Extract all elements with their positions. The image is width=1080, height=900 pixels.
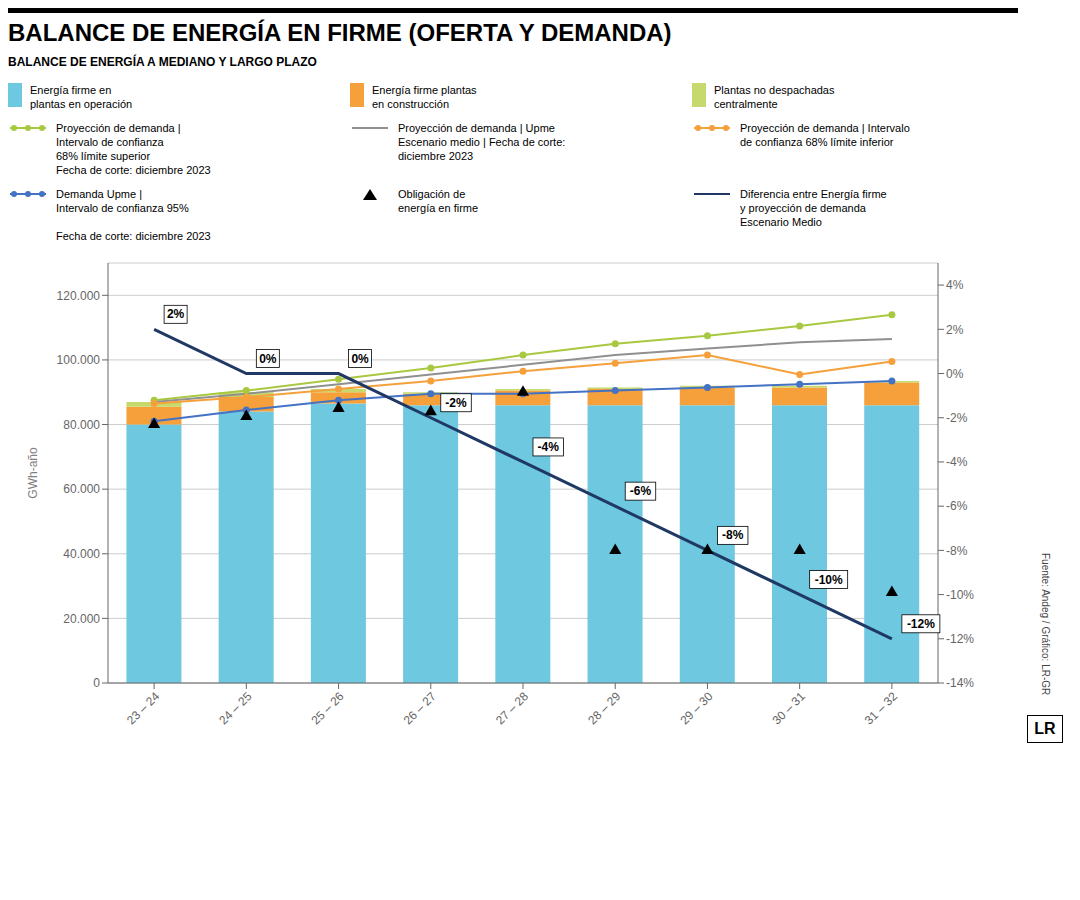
svg-text:GWh-año: GWh-año <box>26 447 40 499</box>
svg-text:-2%: -2% <box>445 396 467 410</box>
svg-text:100.000: 100.000 <box>57 353 101 367</box>
html-text:LR: LR <box>1034 720 1056 737</box>
svg-text:28 – 29: 28 – 29 <box>585 689 623 727</box>
svg-text:26 – 27: 26 – 27 <box>401 689 439 727</box>
svg-text:120.000: 120.000 <box>57 289 101 303</box>
html-text:Diferencia entre Energía firme: Diferencia entre Energía firme y proyecc… <box>740 188 887 228</box>
svg-text:40.000: 40.000 <box>63 547 100 561</box>
svg-text:0%: 0% <box>946 367 964 381</box>
svg-text:27 – 28: 27 – 28 <box>493 689 531 727</box>
svg-text:0%: 0% <box>351 352 369 366</box>
html-text:Energía firme en plantas en op: Energía firme en plantas en operación <box>30 84 133 110</box>
svg-text:20.000: 20.000 <box>63 612 100 626</box>
html-text:BALANCE DE ENERGÍA A MEDIANO Y: BALANCE DE ENERGÍA A MEDIANO Y LARGO PLA… <box>8 55 317 69</box>
html-text:Obligación de energía en firme: Obligación de energía en firme <box>398 188 479 214</box>
svg-text:-4%: -4% <box>538 440 560 454</box>
html-text:Demanda Upme | Intervalo de co: Demanda Upme | Intervalo de confianza 95… <box>56 188 211 242</box>
svg-text:4%: 4% <box>946 278 964 292</box>
html-text:Proyección de demanda | Interv: Proyección de demanda | Intervalo de con… <box>56 122 211 176</box>
svg-text:30 – 31: 30 – 31 <box>770 689 808 727</box>
svg-text:-4%: -4% <box>946 455 968 469</box>
svg-text:-12%: -12% <box>907 617 935 631</box>
svg-text:80.000: 80.000 <box>63 418 100 432</box>
svg-text:23 – 24: 23 – 24 <box>124 689 162 727</box>
svg-text:-10%: -10% <box>815 573 843 587</box>
html-text:Plantas no despachadas central: Plantas no despachadas centralmente <box>714 84 835 110</box>
svg-text:0%: 0% <box>259 352 277 366</box>
svg-text:31 – 32: 31 – 32 <box>862 689 900 727</box>
html-text:BALANCE DE ENERGÍA EN FIRME (O: BALANCE DE ENERGÍA EN FIRME (OFERTA Y DE… <box>8 19 672 46</box>
svg-text:-8%: -8% <box>946 544 968 558</box>
svg-text:-6%: -6% <box>946 499 968 513</box>
svg-text:25 – 26: 25 – 26 <box>308 689 346 727</box>
svg-text:-6%: -6% <box>630 484 652 498</box>
svg-text:2%: 2% <box>167 307 185 321</box>
svg-text:2%: 2% <box>946 323 964 337</box>
svg-text:-8%: -8% <box>722 528 744 542</box>
svg-text:-12%: -12% <box>946 632 974 646</box>
svg-text:-14%: -14% <box>946 676 974 690</box>
html-text:Energía firme plantas en const: Energía firme plantas en construcción <box>372 84 477 110</box>
html-text:Fuente: Andeg / Gráfico: LR-GR: Fuente: Andeg / Gráfico: LR-GR <box>1039 552 1051 695</box>
svg-text:-10%: -10% <box>946 588 974 602</box>
svg-text:60.000: 60.000 <box>63 482 100 496</box>
svg-text:0: 0 <box>93 676 100 690</box>
svg-text:29 – 30: 29 – 30 <box>677 689 715 727</box>
html-text:Proyección de demanda | Interv: Proyección de demanda | Intervalo de con… <box>740 122 910 148</box>
svg-text:24 – 25: 24 – 25 <box>216 689 254 727</box>
html-text:Proyección de demanda | Upme E: Proyección de demanda | Upme Escenario m… <box>398 122 566 162</box>
svg-text:-2%: -2% <box>946 411 968 425</box>
